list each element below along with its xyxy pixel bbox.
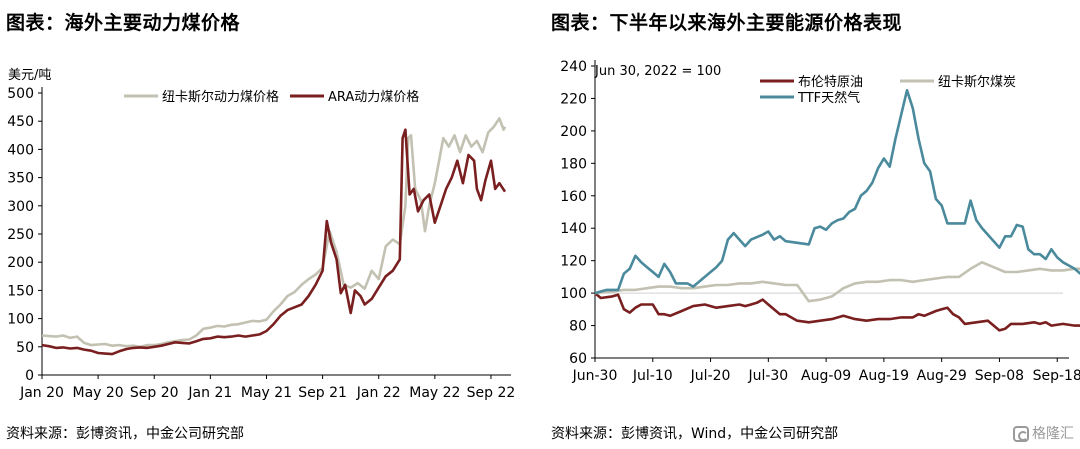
x-tick-label: Jan 21 xyxy=(187,385,232,401)
y-tick-label: 140 xyxy=(560,221,587,237)
x-tick-label: Jul-20 xyxy=(690,368,731,384)
right-chart-panel: 图表：下半年以来海外主要能源价格表现 60 80 100 120 140 160 180 20… xyxy=(545,0,1080,449)
series-line-2 xyxy=(594,261,1080,303)
series-line-2 xyxy=(41,128,507,356)
x-tick-label: Aug-29 xyxy=(917,368,967,384)
y-tick-label: 50 xyxy=(16,340,34,356)
x-tick-label: Jul-10 xyxy=(632,368,673,384)
legend-label-2: ARA动力煤价格 xyxy=(328,89,419,105)
x-tick-label: Jun-30 xyxy=(572,368,618,384)
y-tick-label: 250 xyxy=(7,227,34,243)
y-tick-label: 180 xyxy=(560,156,587,172)
y-tick-label: 160 xyxy=(560,189,587,205)
y-tick-label: 100 xyxy=(560,286,587,302)
y-tick-label: 200 xyxy=(7,255,34,271)
y-tick-label: 150 xyxy=(7,283,34,299)
x-tick-label: Jan 20 xyxy=(19,385,64,401)
x-tick-label: Sep-08 xyxy=(975,368,1024,384)
x-tick-label: Sep 22 xyxy=(467,385,516,401)
right-chart-source: 资料来源：彭博资讯，Wind，中金公司研究部 xyxy=(551,426,839,442)
y-tick-label: 400 xyxy=(7,142,34,158)
legend-label-1: 纽卡斯尔动力煤价格 xyxy=(162,89,279,105)
series-line-1 xyxy=(41,117,507,349)
baseline-annotation: Jun 30, 2022 = 100 xyxy=(594,64,721,79)
x-tick-label: Jul-30 xyxy=(747,368,788,384)
series-line-3 xyxy=(594,89,1080,295)
legend-label-2: 纽卡斯尔煤炭 xyxy=(938,75,1016,90)
x-tick-label: Aug-19 xyxy=(859,368,909,384)
series-line-1 xyxy=(594,292,1080,332)
y-tick-label: 80 xyxy=(569,319,587,335)
x-tick-label: Sep 20 xyxy=(130,385,179,401)
y-tick-label: 220 xyxy=(560,91,587,107)
left-line-chart: 0 50 100 150 200 250 300 350 400 450 500 Jan 20 May … xyxy=(7,68,516,401)
left-chart-title: 图表：海外主要动力煤价格 xyxy=(6,12,241,34)
watermark-text: 格隆汇 xyxy=(1032,426,1074,442)
y-tick-label: 60 xyxy=(569,351,587,367)
x-tick-label: Sep-18 xyxy=(1033,368,1080,384)
left-chart-source: 资料来源：彭博资讯，中金公司研究部 xyxy=(6,426,244,442)
x-tick-label: May 22 xyxy=(409,385,460,401)
x-tick-label: May 20 xyxy=(73,385,124,401)
right-chart-title: 图表：下半年以来海外主要能源价格表现 xyxy=(551,12,903,34)
legend-label-3: TTF天然气 xyxy=(797,90,860,106)
gelonghui-logo-icon xyxy=(1013,426,1029,442)
y-tick-label: 300 xyxy=(7,199,34,215)
y-tick-label: 500 xyxy=(7,86,34,102)
x-tick-label: Aug-09 xyxy=(801,368,851,384)
y-tick-label: 100 xyxy=(7,312,34,328)
y-tick-label: 240 xyxy=(560,59,587,75)
y-tick-label: 450 xyxy=(7,114,34,130)
watermark: 格隆汇 xyxy=(1013,423,1074,443)
x-tick-label: Jan 22 xyxy=(356,385,401,401)
y-tick-label: 350 xyxy=(7,171,34,187)
legend-label-1: 布伦特原油 xyxy=(798,75,863,90)
x-tick-label: Sep 21 xyxy=(298,385,347,401)
left-chart-panel: 图表：海外主要动力煤价格 0 50 100 150 200 250 300 350 400 450… xyxy=(6,12,516,442)
right-line-chart: 60 80 100 120 140 160 180 200 220 240 Jun-30 Jul-10… xyxy=(560,59,1080,384)
y-tick-label: 0 xyxy=(25,368,34,384)
x-tick-label: May 21 xyxy=(241,385,292,401)
y-tick-label: 120 xyxy=(560,254,587,270)
y-tick-label: 200 xyxy=(560,124,587,140)
y-axis-unit-label: 美元/吨 xyxy=(8,68,51,83)
